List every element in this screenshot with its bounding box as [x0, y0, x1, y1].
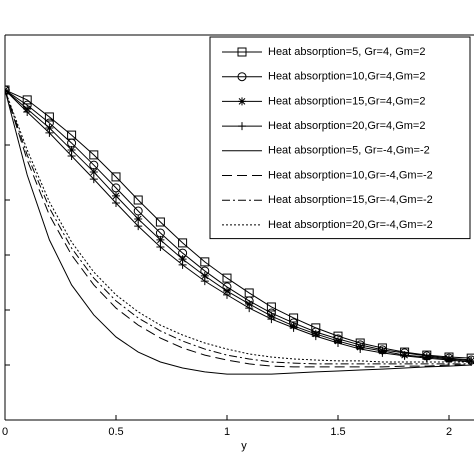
legend-label: Heat absorption=15,Gr=-4,Gm=-2 [268, 194, 433, 206]
marker-square [22, 95, 32, 105]
x-tick-label: 1.5 [330, 426, 345, 438]
marker-plus [289, 323, 298, 332]
x-tick-label: 1 [224, 426, 230, 438]
marker-square [200, 257, 210, 267]
series-line [5, 89, 472, 361]
marker-plus [422, 354, 431, 363]
legend-label: Heat absorption=20,Gr=4,Gm=2 [268, 120, 425, 132]
marker-plus [267, 315, 276, 324]
marker-square [222, 273, 232, 283]
marker-star [112, 191, 120, 200]
legend-box [209, 36, 471, 240]
series-line [5, 89, 472, 363]
marker-square [266, 302, 276, 312]
marker-plus [400, 351, 409, 360]
marker-star [245, 299, 254, 308]
marker-plus [200, 277, 209, 286]
marker-star [67, 145, 76, 154]
series-line [5, 89, 472, 365]
x-tick-label: 0 [2, 426, 8, 438]
marker-square [237, 47, 247, 57]
legend-label: Heat absorption=10,Gr=-4,Gm=-2 [268, 169, 433, 181]
marker-square [89, 150, 99, 160]
marker-square [44, 112, 54, 122]
marker-circle [237, 72, 247, 82]
marker-plus [89, 175, 98, 184]
legend-label: Heat absorption=5, Gr=-4,Gm=-2 [268, 145, 430, 157]
marker-star [89, 167, 98, 176]
marker-star [178, 255, 187, 264]
marker-star [45, 123, 54, 132]
marker-square [111, 172, 121, 182]
marker-plus [134, 222, 143, 231]
marker-plus [311, 332, 320, 341]
marker-star [238, 97, 246, 106]
marker-plus [378, 348, 387, 357]
marker-plus [445, 356, 453, 365]
legend: Heat absorption=5, Gr=4, Gm=2 Heat absorp… [209, 36, 471, 240]
marker-plus [178, 260, 187, 269]
series-line [5, 89, 472, 362]
marker-star [134, 214, 143, 223]
marker-square [133, 195, 143, 205]
marker-plus [156, 243, 165, 252]
legend-label: Heat absorption=15,Gr=4,Gm=2 [268, 95, 425, 107]
series-line [5, 89, 472, 368]
marker-plus [238, 122, 246, 131]
marker-plus [334, 339, 342, 347]
marker-square [155, 217, 165, 227]
legend-label: Heat absorption=5, Gr=4, Gm=2 [268, 46, 425, 58]
plot-area [5, 85, 474, 375]
marker-plus [67, 152, 76, 160]
x-tick-label: 0.5 [108, 426, 123, 438]
marker-plus [23, 108, 32, 116]
marker-star [200, 271, 209, 280]
marker-plus [356, 345, 365, 354]
x-tick-label: 2 [446, 426, 452, 438]
series-line [5, 89, 472, 375]
marker-plus [245, 304, 254, 313]
marker-square [178, 238, 188, 248]
series-line [5, 89, 472, 359]
marker-plus [112, 199, 120, 208]
series-line [5, 89, 472, 363]
marker-plus [223, 290, 231, 299]
marker-plus [45, 128, 54, 137]
legend-label: Heat absorption=20,Gr=-4,Gm=-2 [268, 219, 433, 231]
legend-label: Heat absorption=10,Gr=4,Gm=2 [268, 71, 425, 83]
marker-star [156, 235, 165, 244]
x-axis-label: y [241, 440, 247, 452]
